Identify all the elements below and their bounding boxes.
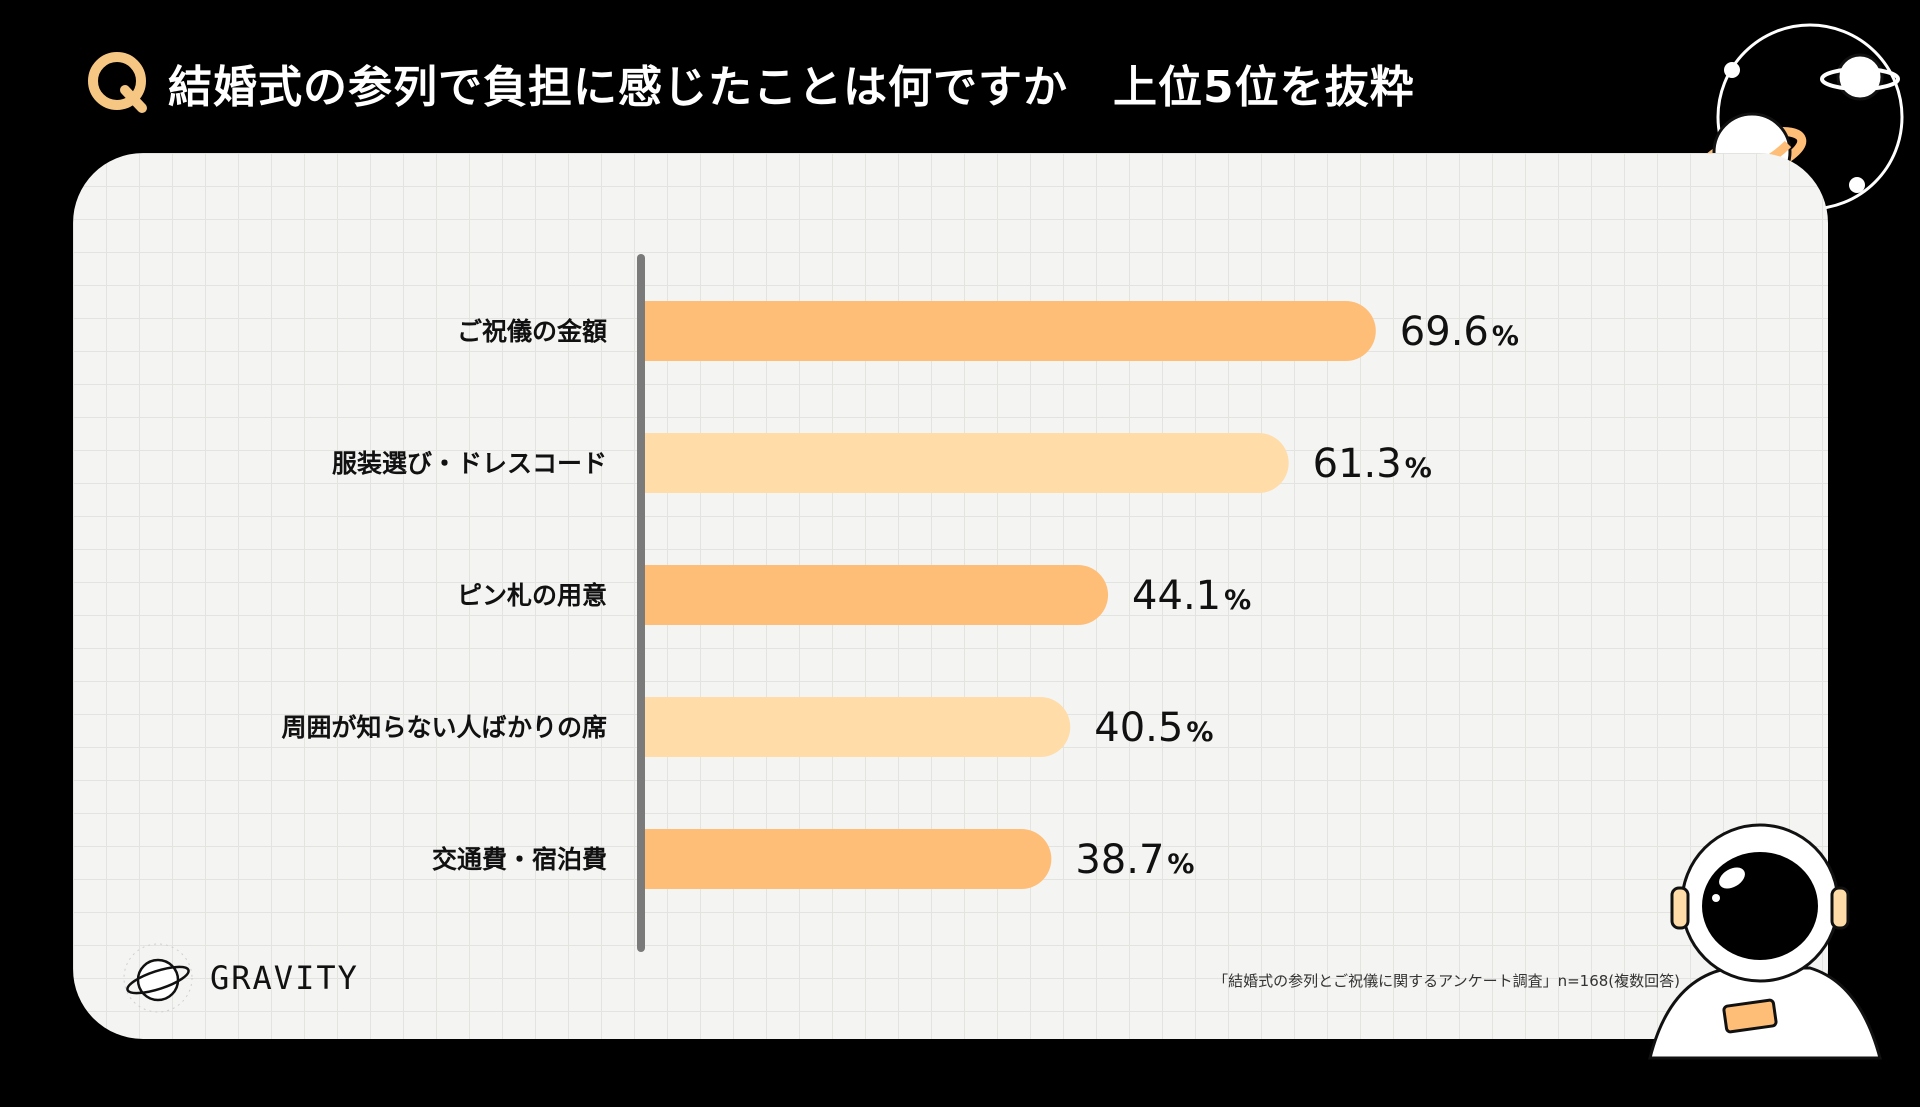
value-number: 44.1 [1132,573,1221,619]
value-number: 38.7 [1075,837,1164,883]
bar-5 [645,829,1052,889]
value-label: 61.3% [1313,441,1432,487]
value-unit: % [1167,849,1194,880]
brand-logo: GRAVITY [120,940,359,1016]
value-unit: % [1492,321,1519,352]
value-number: 40.5 [1094,705,1183,751]
planet-logo-icon [123,943,193,1013]
value-number: 61.3 [1313,441,1402,487]
value-number: 69.6 [1400,309,1489,355]
value-label: 69.6% [1400,309,1519,355]
value-unit: % [1405,453,1432,484]
brand-name: GRAVITY [210,959,359,997]
q-badge-icon [88,52,147,113]
category-label: ピン札の用意 [457,581,607,610]
bar-chart: ご祝儀の金額服装選び・ドレスコードピン札の用意周囲が知らない人ばかりの席交通費・… [281,254,1519,952]
category-label: 交通費・宿泊費 [432,845,607,874]
bar-4 [645,697,1071,757]
title-row: 結婚式の参列で負担に感じたことは何ですか 上位5位を抜粋 [88,48,1415,118]
source-note: 「結婚式の参列とご祝儀に関するアンケート調査」n=168(複数回答) [1213,972,1680,990]
bar-2 [645,433,1289,493]
category-label: ご祝儀の金額 [457,317,607,346]
bar-3 [645,565,1109,625]
bar-1 [645,301,1376,361]
category-label: 周囲が知らない人ばかりの席 [281,713,607,742]
value-label: 38.7% [1075,837,1194,883]
category-label: 服装選び・ドレスコード [332,449,607,478]
chart-card: ご祝儀の金額服装選び・ドレスコードピン札の用意周囲が知らない人ばかりの席交通費・… [73,153,1828,1039]
value-label: 40.5% [1094,705,1213,751]
value-unit: % [1186,717,1213,748]
value-unit: % [1224,585,1251,616]
page-title: 結婚式の参列で負担に感じたことは何ですか 上位5位を抜粋 [168,62,1415,113]
value-label: 44.1% [1132,573,1251,619]
astronaut-icon [1648,823,1882,1060]
